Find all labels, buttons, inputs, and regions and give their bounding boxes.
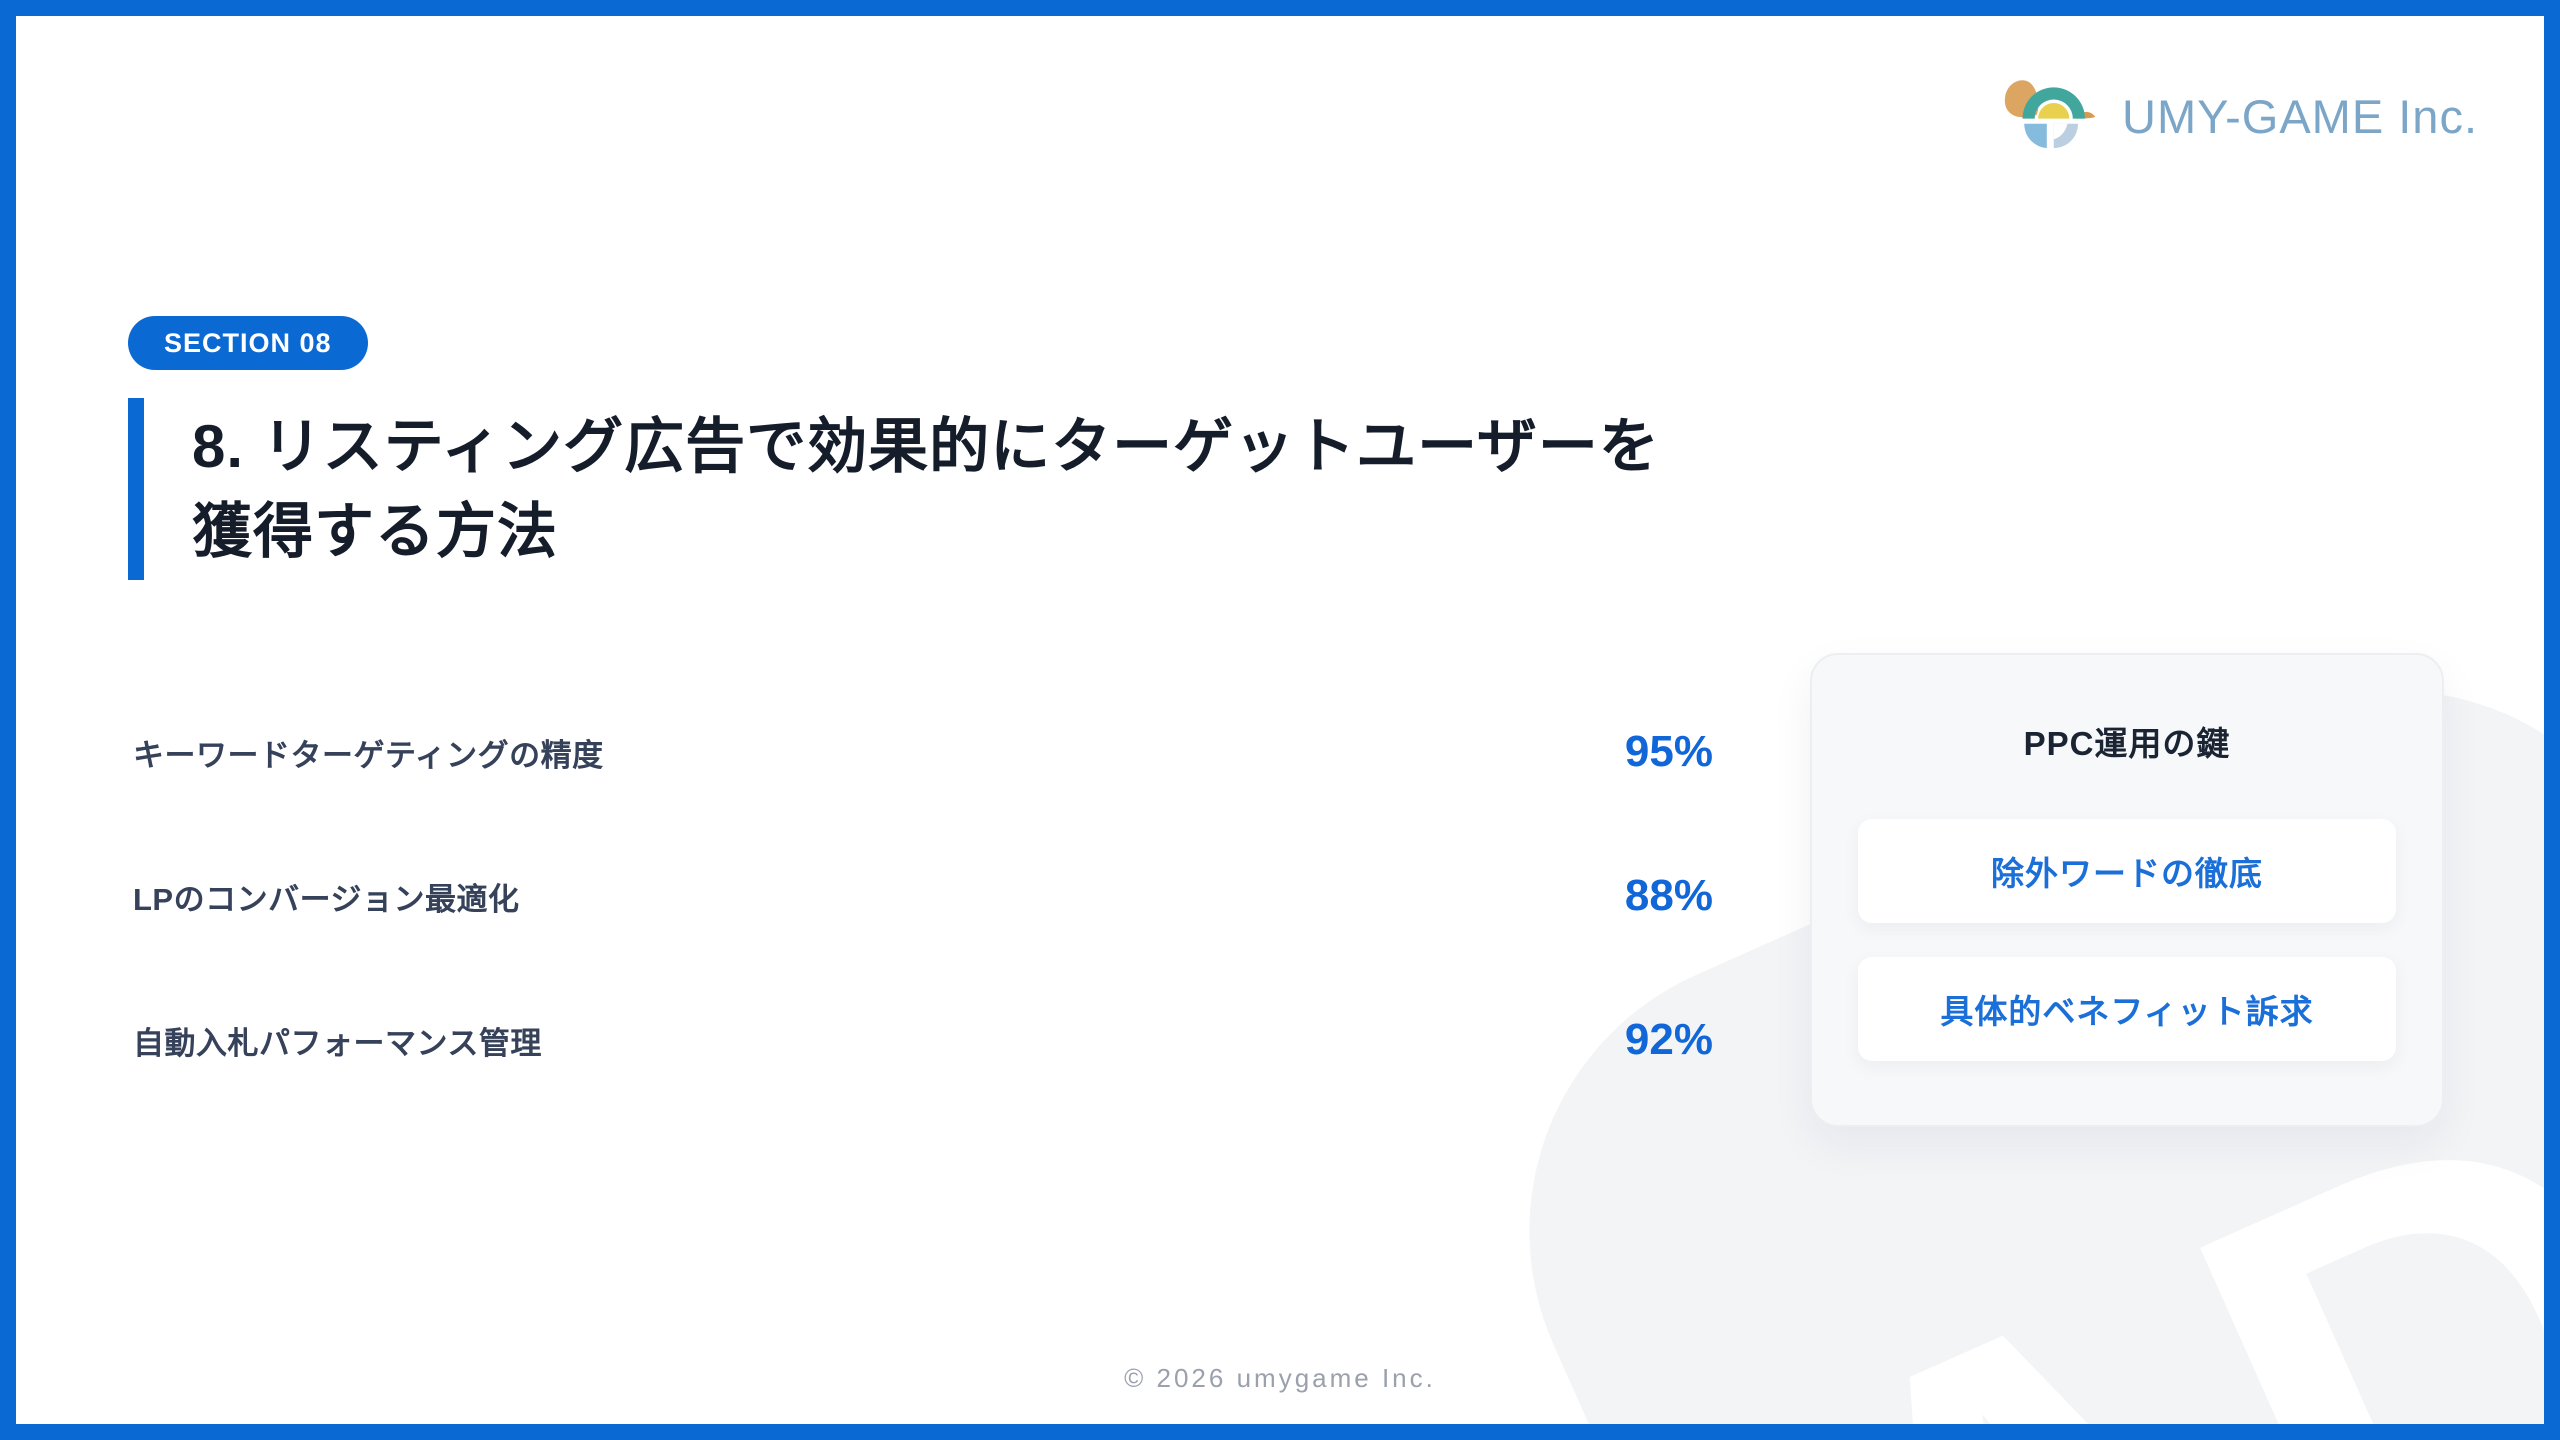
company-logo-icon: [2004, 80, 2096, 149]
ppc-key-card-title: PPC運用の鍵: [2023, 725, 2231, 762]
ppc-key-card: PPC運用の鍵 除外ワードの徹底 具体的ベネフィット訴求: [1810, 653, 2444, 1127]
slide-content: AD UMY-GAME Inc. SECTIO: [16, 16, 2544, 1424]
company-name: UMY-GAME Inc.: [2122, 89, 2478, 143]
page-title: 8. リスティング広告で効果的にターゲットユーザーを 獲得する方法: [128, 398, 2088, 581]
copyright-footer: © 2026 umygame Inc.: [1124, 1363, 1436, 1393]
stats-list: キーワードターゲティングの精度 95% LPのコンバージョン最適化 88% 自動…: [133, 716, 1713, 1148]
ppc-key-item-benefit-appeal: 具体的ベネフィット訴求: [1858, 957, 2396, 1061]
company-logo: UMY-GAME Inc.: [2000, 64, 2478, 168]
stat-row-lp-conversion: LPのコンバージョン最適化 88%: [133, 860, 1713, 932]
stat-label: キーワードターゲティングの精度: [133, 737, 604, 773]
stat-row-keyword-targeting: キーワードターゲティングの精度 95%: [133, 716, 1713, 788]
page-title-line2: 獲得する方法: [192, 498, 558, 566]
stat-value: 95%: [1624, 727, 1713, 776]
section-badge: SECTION 08: [128, 316, 368, 370]
page-title-line1: 8. リスティング広告で効果的にターゲットユーザーを: [192, 413, 1660, 480]
stat-value: 92%: [1624, 1015, 1713, 1064]
stat-label: LPのコンバージョン最適化: [133, 881, 520, 917]
stat-label: 自動入札パフォーマンス管理: [133, 1025, 542, 1061]
stat-row-auto-bidding: 自動入札パフォーマンス管理 92%: [133, 1004, 1713, 1076]
stat-value: 88%: [1624, 871, 1713, 920]
ppc-key-item-negative-keywords: 除外ワードの徹底: [1858, 819, 2396, 923]
